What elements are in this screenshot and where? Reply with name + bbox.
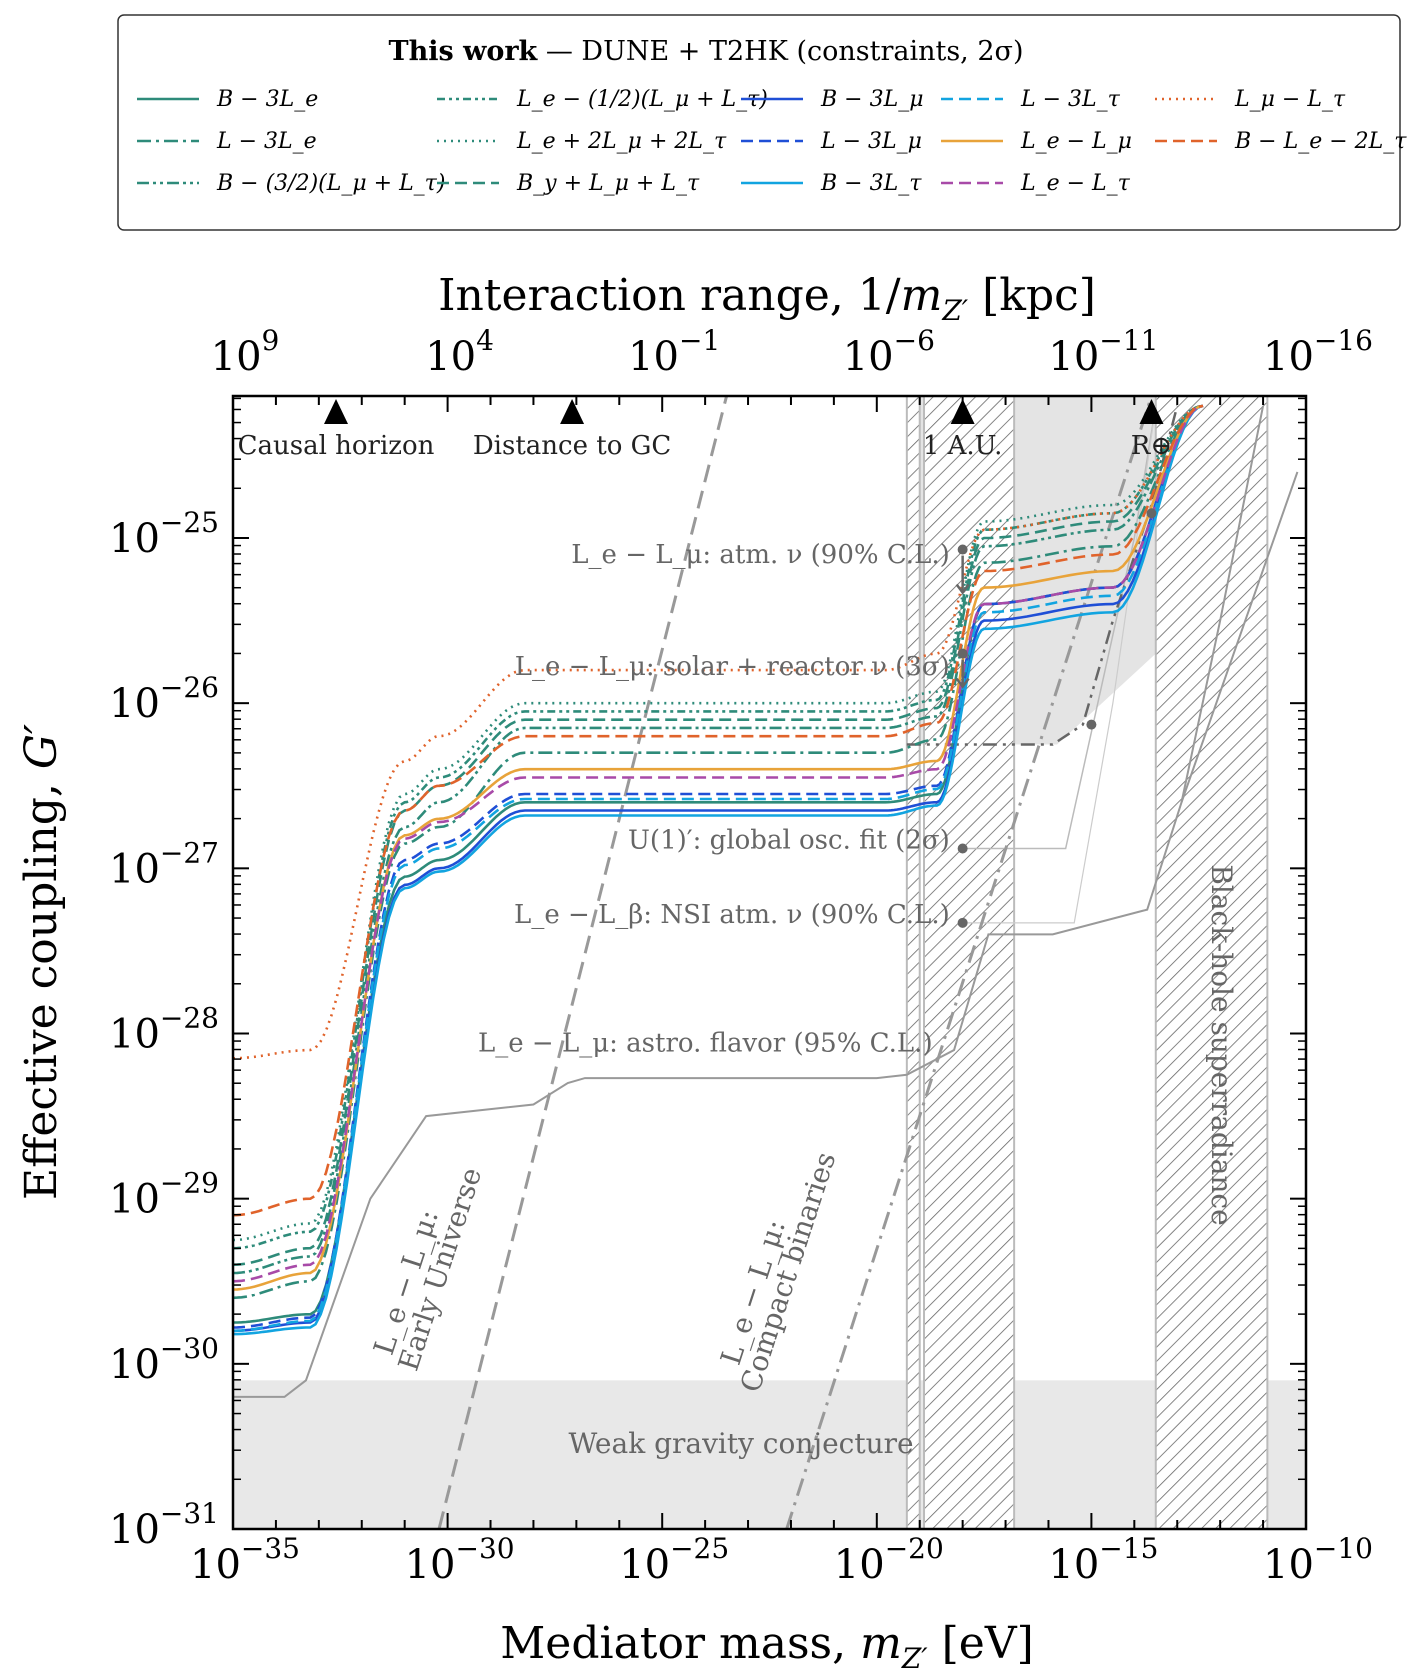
- legend-label-1: L − 3L_e: [216, 129, 317, 154]
- legend-label-9: L − 3L_τ: [1020, 87, 1121, 112]
- y-tick-label-3: 10−28: [109, 1002, 219, 1058]
- marker-label-2: 1 A.U.: [923, 431, 1003, 461]
- constraint-dot-4: [1086, 719, 1097, 730]
- x2-tick-label-0: 109: [211, 324, 280, 380]
- x2-tick-label-3: 10−6: [843, 324, 935, 380]
- constraint-dot-0: [957, 544, 968, 555]
- x2-tick-label-5: 10−16: [1263, 324, 1373, 380]
- y-tick-label-0: 10−31: [109, 1497, 219, 1553]
- series-line-8: [233, 404, 1204, 1336]
- top-axis-title: Interaction range, 1/mZ′ [kpc]: [438, 270, 1096, 327]
- legend-label-7: L − 3L_μ: [820, 129, 922, 154]
- annotation-2: U(1)′: global osc. fit (2σ): [628, 826, 950, 856]
- legend-title: This work — DUNE + T2HK (constraints, 2σ…: [389, 36, 1024, 67]
- weak-gravity-region: [233, 1380, 1306, 1529]
- x2-tick-label-2: 10−1: [628, 324, 720, 380]
- legend-label-11: L_e − L_τ: [1020, 171, 1131, 196]
- x2-tick-label-1: 104: [425, 324, 494, 380]
- annotation-0: L_e − L_μ: atm. ν (90% C.L.): [571, 540, 949, 570]
- plot-frame: [231, 394, 1308, 1531]
- y-tick-label-2: 10−29: [109, 1167, 219, 1223]
- series-line-11: [233, 404, 1204, 1283]
- y-axis-title: Effective coupling, G′: [16, 724, 67, 1200]
- x-tick-label-2: 10−25: [619, 1532, 729, 1588]
- annotation-4: L_e − L_μ: astro. flavor (95% C.L.): [478, 1029, 933, 1059]
- marker-triangle-2: [950, 399, 975, 424]
- legend-label-4: L_e + 2L_μ + 2L_τ: [516, 129, 727, 154]
- global-fit-curve: [962, 405, 1157, 850]
- constraint-dot-1: [957, 648, 968, 659]
- y-tick-label-5: 10−26: [109, 671, 219, 727]
- annotation-1: L_e − L_μ: solar + reactor ν (3σ): [515, 652, 950, 682]
- legend-frame: [117, 14, 1401, 231]
- x-tick-label-5: 10−10: [1263, 1532, 1373, 1588]
- x-tick-label-0: 10−35: [190, 1532, 300, 1588]
- y-tick-label-1: 10−30: [109, 1332, 219, 1388]
- nsi-curve: [962, 405, 1157, 924]
- plot-area: [233, 396, 1306, 1529]
- legend-label-10: L_e − L_μ: [1020, 129, 1132, 154]
- legend: This work — DUNE + T2HK (constraints, 2σ…: [117, 14, 1407, 231]
- marker-triangle-1: [560, 399, 585, 424]
- marker-triangle-0: [324, 399, 349, 424]
- constraint-dot-5: [1146, 508, 1157, 519]
- legend-label-0: B − 3L_e: [216, 87, 318, 112]
- right-steep-curve: [1180, 405, 1265, 803]
- legend-label-12: L_μ − L_τ: [1234, 87, 1346, 112]
- series-line-3: [233, 404, 1204, 1250]
- superradiance-label: Black-hole superradiance: [1205, 864, 1238, 1225]
- constraint-dot-3: [957, 917, 968, 928]
- x-tick-label-4: 10−15: [1048, 1532, 1158, 1588]
- down-arrow-head-1: [955, 677, 970, 689]
- legend-label-8: B − 3L_τ: [820, 171, 922, 196]
- x-tick-label-1: 10−30: [405, 1532, 515, 1588]
- legend-label-13: B − L_e − 2L_τ: [1234, 129, 1407, 154]
- x-tick-label-3: 10−20: [834, 1532, 944, 1588]
- series-line-2: [233, 404, 1204, 1275]
- compact-binaries-line: [785, 396, 1153, 1529]
- series-line-12: [233, 404, 1204, 1060]
- marker-triangle-3: [1139, 399, 1164, 424]
- down-arrow-head-0: [955, 583, 970, 595]
- legend-label-2: B − (3/2)(L_μ + L_τ): [216, 171, 445, 196]
- y-tick-label-6: 10−25: [109, 506, 219, 562]
- legend-label-5: B_y + L_μ + L_τ: [516, 171, 700, 196]
- legend-label-3: L_e − (1/2)(L_μ + L_τ): [516, 87, 768, 112]
- astro-flavor-curve: [233, 471, 1299, 1398]
- x-axis-title: Mediator mass, mZ′ [eV]: [500, 1618, 1034, 1675]
- series-line-13: [233, 404, 1204, 1217]
- solar-reactor-curve: [906, 405, 1179, 746]
- series-line-9: [233, 404, 1204, 1333]
- series-line-5: [233, 404, 1204, 1266]
- constraint-dot-2: [957, 843, 968, 854]
- marker-label-1: Distance to GC: [473, 431, 671, 461]
- y-tick-label-4: 10−27: [109, 836, 219, 892]
- marker-label-0: Causal horizon: [238, 431, 435, 461]
- hatched-band-1: [905, 396, 921, 1529]
- annotation-3: L_e − L_β: NSI atm. ν (90% C.L.): [514, 900, 950, 930]
- superradiance-band: [1154, 396, 1269, 1529]
- early-universe-line: [437, 396, 729, 1529]
- legend-label-6: B − 3L_μ: [820, 87, 924, 112]
- x2-tick-label-4: 10−11: [1048, 324, 1158, 380]
- weak-gravity-label: Weak gravity conjecture: [568, 1427, 913, 1460]
- marker-label-3: R⊕: [1131, 431, 1172, 461]
